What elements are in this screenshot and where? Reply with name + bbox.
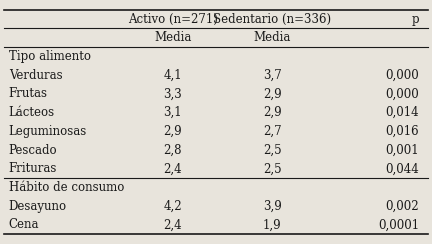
Text: 0,016: 0,016: [385, 125, 419, 138]
Text: 2,4: 2,4: [163, 218, 182, 231]
Text: Activo (n=271): Activo (n=271): [128, 13, 218, 26]
Text: 2,7: 2,7: [263, 125, 282, 138]
Text: 0,0001: 0,0001: [378, 218, 419, 231]
Text: 2,5: 2,5: [263, 162, 282, 175]
Text: 2,4: 2,4: [163, 162, 182, 175]
Text: 4,2: 4,2: [163, 200, 182, 213]
Text: 0,002: 0,002: [385, 200, 419, 213]
Text: Desayuno: Desayuno: [9, 200, 67, 213]
Text: 2,9: 2,9: [263, 106, 282, 119]
Text: 3,3: 3,3: [163, 87, 182, 101]
Text: 3,7: 3,7: [263, 69, 282, 82]
Text: 0,014: 0,014: [385, 106, 419, 119]
Text: Frutas: Frutas: [9, 87, 48, 101]
Text: Pescado: Pescado: [9, 143, 57, 157]
Text: Hábito de consumo: Hábito de consumo: [9, 181, 124, 194]
Text: Sedentario (n=336): Sedentario (n=336): [213, 13, 331, 26]
Text: 2,9: 2,9: [163, 125, 182, 138]
Text: Lácteos: Lácteos: [9, 106, 55, 119]
Text: 4,1: 4,1: [163, 69, 182, 82]
Text: 3,1: 3,1: [163, 106, 182, 119]
Text: Leguminosas: Leguminosas: [9, 125, 87, 138]
Text: 0,000: 0,000: [385, 69, 419, 82]
Text: 3,9: 3,9: [263, 200, 282, 213]
Text: 1,9: 1,9: [263, 218, 282, 231]
Text: p: p: [411, 13, 419, 26]
Text: Media: Media: [254, 31, 291, 44]
Text: 2,8: 2,8: [164, 143, 182, 157]
Text: Cena: Cena: [9, 218, 39, 231]
Text: 2,5: 2,5: [263, 143, 282, 157]
Text: Verduras: Verduras: [9, 69, 62, 82]
Text: 0,001: 0,001: [385, 143, 419, 157]
Text: Frituras: Frituras: [9, 162, 57, 175]
Text: 0,000: 0,000: [385, 87, 419, 101]
Text: 0,044: 0,044: [385, 162, 419, 175]
Text: Tipo alimento: Tipo alimento: [9, 50, 91, 63]
Text: Media: Media: [154, 31, 191, 44]
Text: 2,9: 2,9: [263, 87, 282, 101]
